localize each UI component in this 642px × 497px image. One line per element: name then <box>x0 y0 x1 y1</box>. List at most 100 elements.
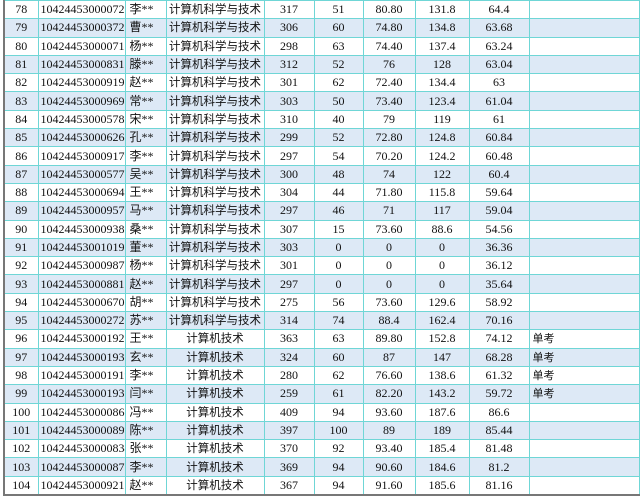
note-cell <box>528 128 640 148</box>
total-score-cell: 60.48 <box>468 146 530 166</box>
total-score-cell: 81.2 <box>468 457 530 477</box>
score-b-cell: 93.40 <box>362 439 416 459</box>
major-cell: 计算机科学与技术 <box>165 201 265 221</box>
table-row: 89 104244530009573 马** 计算机科学与技术 297 46 71 117 59… <box>3 201 640 221</box>
table-row: 102 104244530000834 张** 计算机技术 370 92 93.40 185.… <box>3 439 640 459</box>
retest-score-cell: 88.6 <box>414 219 470 239</box>
initial-score-cell: 303 <box>263 237 315 258</box>
retest-score-cell: 184.6 <box>414 457 470 477</box>
note-cell <box>528 475 640 496</box>
score-a-cell: 63 <box>313 36 364 56</box>
name-cell: 杨** <box>124 36 167 56</box>
major-cell: 计算机科学与技术 <box>165 54 265 75</box>
note-cell <box>528 457 640 477</box>
retest-score-cell: 189 <box>414 420 470 441</box>
major-cell: 计算机技术 <box>165 475 265 496</box>
note-cell <box>528 237 640 258</box>
table-row: 90 104244530009388 桑** 计算机科学与技术 307 15 73.60 88… <box>3 219 640 239</box>
exam-id-cell: 104244530001919 <box>37 365 126 386</box>
exam-id-cell: 104244530009213 <box>37 475 126 496</box>
initial-score-cell: 299 <box>263 128 315 148</box>
total-score-cell: 59.72 <box>468 384 530 404</box>
score-a-cell: 74 <box>313 311 364 331</box>
exam-id-cell: 104244530009388 <box>37 219 126 239</box>
note-cell <box>528 201 640 221</box>
score-b-cell: 87 <box>362 347 416 367</box>
initial-score-cell: 301 <box>263 256 315 276</box>
name-cell: 李** <box>124 0 167 20</box>
total-score-cell: 61.04 <box>468 91 530 111</box>
score-b-cell: 76 <box>362 54 416 75</box>
exam-id-cell: 104244530008816 <box>37 274 126 294</box>
retest-score-cell: 128 <box>414 54 470 75</box>
note-cell <box>528 219 640 239</box>
major-cell: 计算机科学与技术 <box>165 219 265 239</box>
retest-score-cell: 122 <box>414 164 470 184</box>
total-score-cell: 81.48 <box>468 439 530 459</box>
initial-score-cell: 259 <box>263 384 315 404</box>
name-cell: 曹** <box>124 18 167 38</box>
note-cell <box>528 73 640 93</box>
exam-id-cell: 104244530009698 <box>37 91 126 111</box>
exam-id-cell: 104244530000727 <box>37 0 126 20</box>
total-score-cell: 54.56 <box>468 219 530 239</box>
total-score-cell: 85.44 <box>468 420 530 441</box>
name-cell: 董** <box>124 237 167 258</box>
total-score-cell: 81.16 <box>468 475 530 496</box>
initial-score-cell: 312 <box>263 54 315 75</box>
score-b-cell: 74 <box>362 164 416 184</box>
major-cell: 计算机技术 <box>165 329 265 349</box>
score-a-cell: 92 <box>313 439 364 459</box>
score-b-cell: 93.60 <box>362 402 416 422</box>
score-a-cell: 100 <box>313 420 364 441</box>
retest-score-cell: 134.8 <box>414 18 470 38</box>
rank-cell: 93 <box>3 274 39 294</box>
retest-score-cell: 117 <box>414 201 470 221</box>
exam-id-cell: 104244530000834 <box>37 439 126 459</box>
major-cell: 计算机技术 <box>165 420 265 441</box>
total-score-cell: 61.32 <box>468 365 530 386</box>
note-cell <box>528 439 640 459</box>
note-cell <box>528 54 640 75</box>
major-cell: 计算机技术 <box>165 347 265 367</box>
score-a-cell: 52 <box>313 128 364 148</box>
initial-score-cell: 301 <box>263 73 315 93</box>
name-cell: 桑** <box>124 219 167 239</box>
initial-score-cell: 397 <box>263 420 315 441</box>
table-row: 78 104244530000727 李** 计算机科学与技术 317 51 80.80 13… <box>3 0 640 20</box>
exam-id-cell: 104244530003725 <box>37 18 126 38</box>
total-score-cell: 63.68 <box>468 18 530 38</box>
total-score-cell: 59.04 <box>468 201 530 221</box>
initial-score-cell: 369 <box>263 457 315 477</box>
exam-id-cell: 104244530001922 <box>37 329 126 349</box>
name-cell: 玄** <box>124 347 167 367</box>
major-cell: 计算机技术 <box>165 439 265 459</box>
exam-id-cell: 104244530009179 <box>37 146 126 166</box>
total-score-cell: 70.16 <box>468 311 530 331</box>
major-cell: 计算机科学与技术 <box>165 292 265 313</box>
major-cell: 计算机科学与技术 <box>165 91 265 111</box>
score-a-cell: 94 <box>313 475 364 496</box>
table-row: 82 104244530009196 赵** 计算机科学与技术 301 62 72.40 13… <box>3 73 640 93</box>
retest-score-cell: 152.8 <box>414 329 470 349</box>
initial-score-cell: 324 <box>263 347 315 367</box>
table-row: 85 104244530006261 孔** 计算机科学与技术 299 52 72.80 12… <box>3 128 640 148</box>
total-score-cell: 60.4 <box>468 164 530 184</box>
table-row: 80 104244530000715 杨** 计算机科学与技术 298 63 74.40 13… <box>3 36 640 56</box>
note-cell <box>528 256 640 276</box>
total-score-cell: 86.6 <box>468 402 530 422</box>
exam-id-cell: 104244530000899 <box>37 420 126 441</box>
total-score-cell: 63.04 <box>468 54 530 75</box>
total-score-cell: 60.84 <box>468 128 530 148</box>
note-cell <box>528 420 640 441</box>
name-cell: 滕** <box>124 54 167 75</box>
rank-cell: 84 <box>3 109 39 130</box>
name-cell: 苏** <box>124 311 167 331</box>
exam-id-cell: 104244530000868 <box>37 402 126 422</box>
note-cell <box>528 311 640 331</box>
exam-id-cell: 104244530000715 <box>37 36 126 56</box>
retest-score-cell: 131.8 <box>414 0 470 20</box>
major-cell: 计算机科学与技术 <box>165 109 265 130</box>
rank-cell: 100 <box>3 402 39 422</box>
retest-score-cell: 143.2 <box>414 384 470 404</box>
